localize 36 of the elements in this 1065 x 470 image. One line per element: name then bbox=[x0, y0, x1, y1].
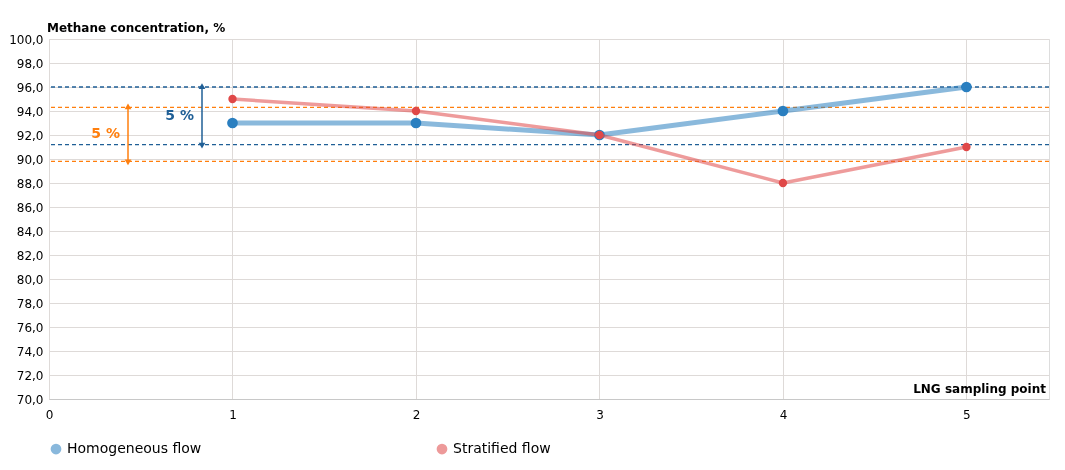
annotation: 5 % bbox=[165, 106, 194, 123]
point bbox=[228, 94, 237, 104]
point bbox=[961, 81, 972, 93]
x-tick-label: 3 bbox=[596, 407, 604, 422]
y-tick-label: 76,0 bbox=[16, 320, 44, 335]
y-tick-label: 100,0 bbox=[9, 32, 44, 47]
y-tick-label: 70,0 bbox=[16, 392, 44, 407]
y-tick-label: 74,0 bbox=[16, 344, 44, 359]
legend-label: Homogeneous flow bbox=[67, 440, 202, 457]
x-axis-title: LNG sampling point bbox=[913, 382, 1047, 396]
y-tick-label: 90,0 bbox=[16, 152, 44, 167]
point bbox=[777, 105, 789, 117]
point bbox=[962, 142, 971, 152]
x-tick-label: 4 bbox=[779, 407, 788, 422]
point bbox=[227, 117, 238, 129]
x-tick-label: 2 bbox=[412, 407, 421, 422]
point bbox=[410, 117, 422, 129]
x-tick-label: 1 bbox=[229, 407, 237, 422]
y-tick-label: 92,0 bbox=[16, 128, 44, 143]
legend-label: Stratified flow bbox=[453, 440, 551, 457]
y-tick-label: 82,0 bbox=[16, 248, 44, 263]
y-tick-label: 86,0 bbox=[16, 200, 44, 215]
y-tick-label: 96,0 bbox=[16, 80, 44, 95]
x-tick-label: 0 bbox=[45, 407, 54, 422]
point bbox=[778, 178, 788, 188]
y-axis-title: Methane concentration, % bbox=[47, 21, 226, 35]
x-tick-label: 5 bbox=[963, 407, 971, 422]
y-tick-label: 98,0 bbox=[16, 56, 44, 71]
y-tick-label: 72,0 bbox=[16, 368, 44, 383]
y-tick-label: 84,0 bbox=[16, 224, 44, 239]
y-tick-label: 94,0 bbox=[16, 104, 44, 119]
y-tick-label: 88,0 bbox=[16, 176, 44, 191]
y-tick-label: 80,0 bbox=[16, 272, 44, 287]
point bbox=[411, 106, 421, 116]
annotation: 5 % bbox=[91, 125, 120, 142]
y-tick-label: 78,0 bbox=[16, 296, 44, 311]
